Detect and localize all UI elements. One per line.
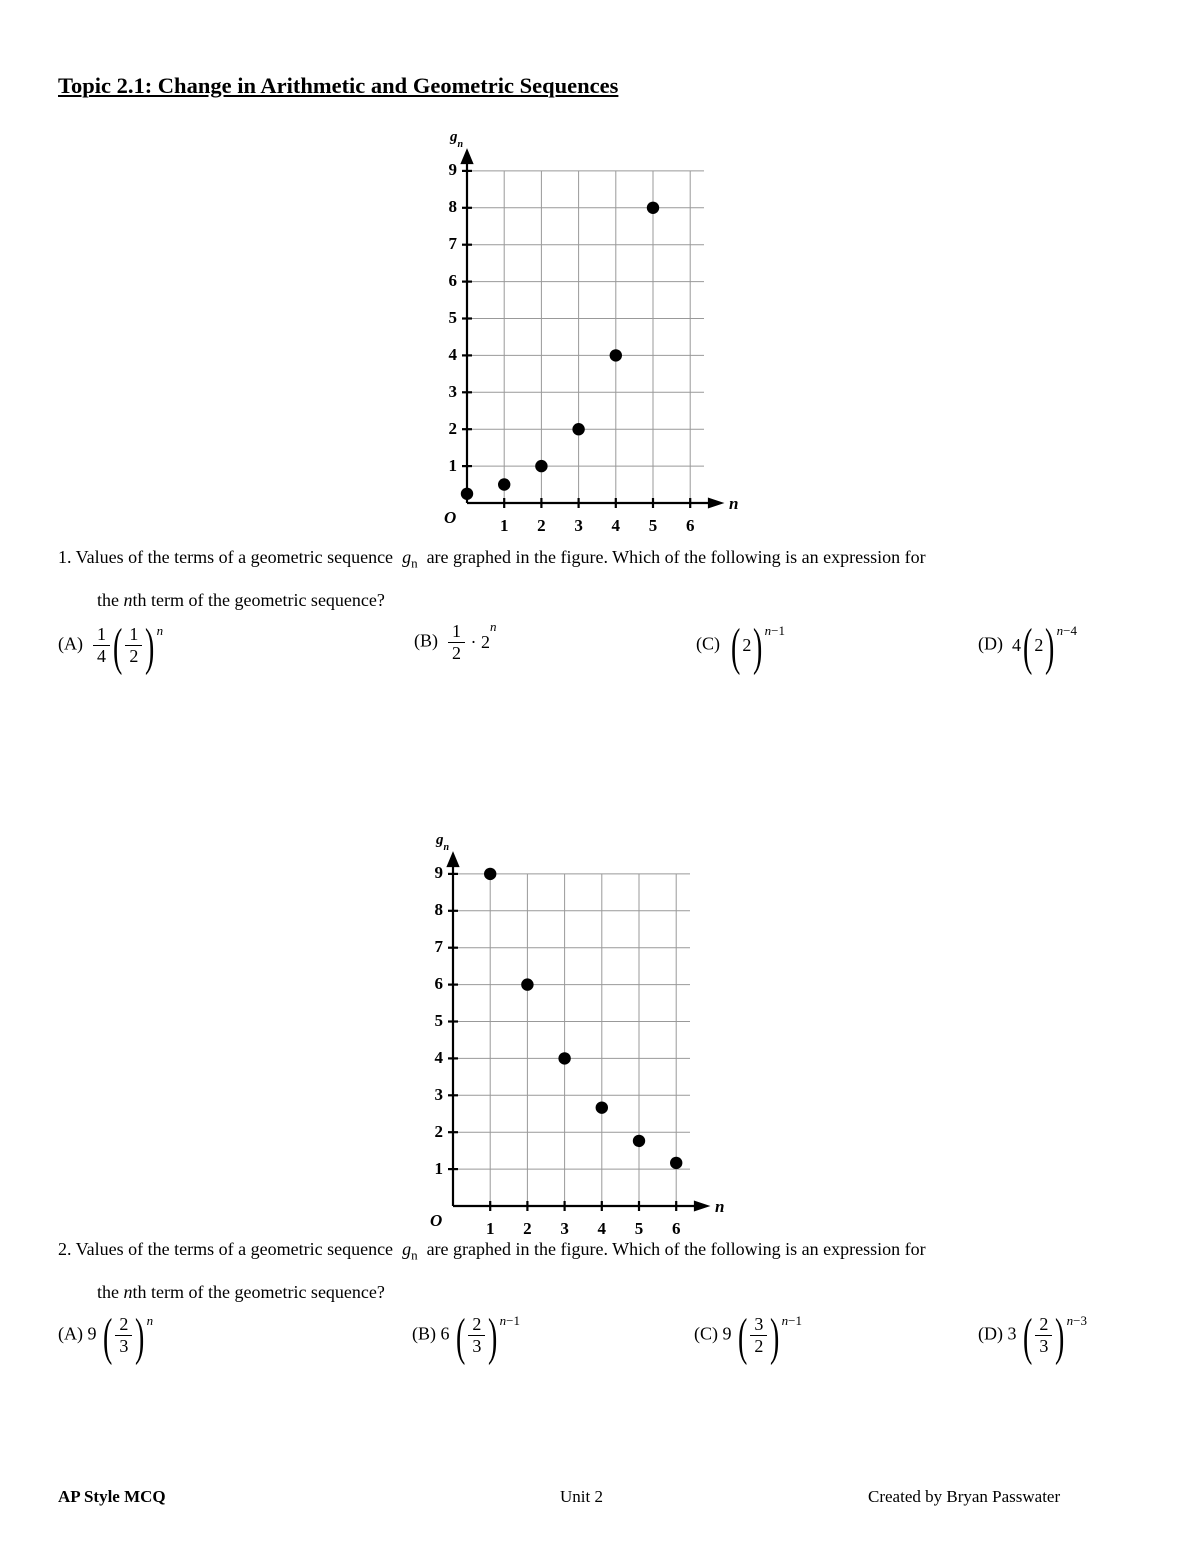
svg-text:2: 2 bbox=[537, 516, 546, 535]
svg-text:9: 9 bbox=[449, 160, 458, 179]
svg-text:6: 6 bbox=[686, 516, 695, 535]
svg-text:gn: gn bbox=[449, 129, 464, 150]
svg-text:4: 4 bbox=[449, 345, 458, 364]
svg-text:4: 4 bbox=[434, 1048, 443, 1067]
svg-text:2: 2 bbox=[434, 1122, 443, 1141]
svg-text:5: 5 bbox=[649, 516, 658, 535]
svg-text:n: n bbox=[715, 1197, 724, 1216]
svg-text:9: 9 bbox=[434, 863, 443, 882]
svg-text:6: 6 bbox=[434, 974, 443, 993]
svg-text:7: 7 bbox=[434, 937, 443, 956]
svg-text:1: 1 bbox=[449, 456, 458, 475]
svg-text:1: 1 bbox=[434, 1159, 443, 1178]
svg-text:7: 7 bbox=[449, 234, 458, 253]
svg-text:3: 3 bbox=[574, 516, 583, 535]
svg-text:O: O bbox=[430, 1211, 442, 1230]
svg-text:n: n bbox=[729, 494, 738, 513]
svg-text:3: 3 bbox=[449, 382, 458, 401]
svg-text:5: 5 bbox=[449, 308, 458, 327]
svg-text:1: 1 bbox=[500, 516, 509, 535]
svg-text:4: 4 bbox=[612, 516, 621, 535]
svg-text:3: 3 bbox=[434, 1085, 443, 1104]
svg-text:2: 2 bbox=[449, 419, 458, 438]
svg-text:5: 5 bbox=[434, 1011, 443, 1030]
svg-text:8: 8 bbox=[449, 197, 458, 216]
svg-text:gn: gn bbox=[435, 832, 450, 853]
svg-text:8: 8 bbox=[434, 900, 443, 919]
svg-text:O: O bbox=[444, 508, 456, 527]
svg-text:6: 6 bbox=[449, 271, 458, 290]
